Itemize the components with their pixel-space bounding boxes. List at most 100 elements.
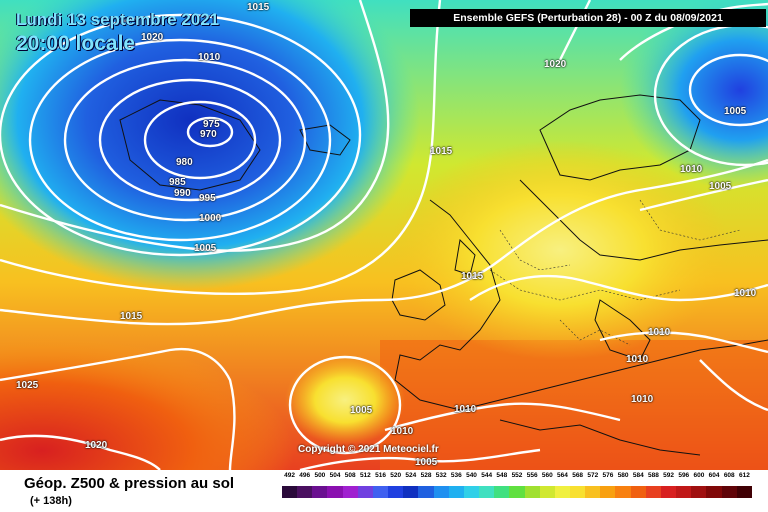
legend-swatch xyxy=(721,486,737,498)
legend-tick: 544 xyxy=(481,472,493,479)
legend-swatch xyxy=(600,486,616,498)
legend-tick: 512 xyxy=(359,472,371,479)
legend-tick-labels: 492 496 500 504 508 512 516 520 524 528 532 536 540 5… xyxy=(282,472,752,484)
legend-tick: 584 xyxy=(632,472,644,479)
high-pressure-europe xyxy=(390,140,730,360)
legend-swatch xyxy=(585,486,601,498)
legend-tick: 516 xyxy=(375,472,386,479)
legend-tick: 548 xyxy=(496,472,508,479)
legend-swatch xyxy=(494,486,510,498)
isobar-label: 970 xyxy=(200,129,217,140)
legend-swatch xyxy=(554,486,570,498)
legend-swatch xyxy=(372,486,389,498)
weather-map: 1015 1020 1010 975 970 980 985 990 995 1… xyxy=(0,0,768,470)
isobar-label: 1020 xyxy=(85,440,108,451)
legend-swatch xyxy=(539,486,555,498)
legend-swatch xyxy=(297,486,313,498)
isobar-label: 980 xyxy=(176,157,193,168)
legend-tick: 496 xyxy=(299,472,311,479)
legend-tick: 600 xyxy=(693,472,705,479)
coastlines xyxy=(119,94,768,456)
isobar-label: 1005 xyxy=(194,243,217,254)
legend-swatch xyxy=(357,486,373,498)
legend-swatch xyxy=(403,486,419,498)
isobar-label: 1005 xyxy=(709,181,732,192)
legend-tick: 576 xyxy=(602,472,614,479)
isobar-label: 975 xyxy=(203,119,220,130)
legend-swatch xyxy=(524,486,540,498)
isobar-label: 995 xyxy=(199,193,216,204)
legend-tick: 572 xyxy=(587,472,599,479)
isobar-label: 1015 xyxy=(430,146,453,157)
legend-tick: 564 xyxy=(557,472,568,479)
isobar-label: 1000 xyxy=(199,213,222,224)
legend-tick: 608 xyxy=(723,472,735,479)
legend-tick: 540 xyxy=(466,472,477,479)
legend-tick: 612 xyxy=(738,472,750,479)
isobar-label: 1015 xyxy=(120,311,143,322)
legend-swatch xyxy=(282,486,298,498)
legend-tick: 508 xyxy=(344,472,356,479)
legend-swatch xyxy=(615,486,631,498)
map-caption: Géop. Z500 & pression au sol xyxy=(24,475,235,492)
legend-tick: 532 xyxy=(435,472,447,479)
legend-tick: 588 xyxy=(648,472,659,479)
legend-swatch xyxy=(418,486,434,498)
footer: Géop. Z500 & pression au sol (+ 138h) 49… xyxy=(0,470,768,512)
isobar-label: 1005 xyxy=(724,106,747,117)
isobar-label: 1010 xyxy=(391,426,414,437)
forecast-time: 20:00 locale xyxy=(16,32,136,55)
isobar-label: 1010 xyxy=(626,354,649,365)
isobar-label: 1005 xyxy=(350,405,373,416)
legend-swatch xyxy=(676,486,692,498)
legend-tick: 492 xyxy=(284,472,296,479)
isobar-label: 1010 xyxy=(454,404,477,415)
legend-tick: 568 xyxy=(572,472,584,479)
isobar-label: 1025 xyxy=(16,380,39,391)
legend-swatch xyxy=(630,486,646,498)
legend-tick: 580 xyxy=(617,472,629,479)
isobar-label: 1015 xyxy=(461,271,484,282)
legend-swatch xyxy=(388,486,404,498)
legend-tick: 528 xyxy=(420,472,432,479)
legend-tick: 524 xyxy=(405,472,417,479)
color-scale-legend: 492 496 500 504 508 512 516 520 524 528 532 536 540 5… xyxy=(282,472,752,508)
legend-tick: 604 xyxy=(708,472,720,479)
legend-swatch xyxy=(509,486,525,498)
isobar-label: 990 xyxy=(174,188,191,199)
legend-swatch xyxy=(569,486,586,498)
isobar-label: 985 xyxy=(169,177,186,188)
isobar-label: 1010 xyxy=(631,394,654,405)
isobars xyxy=(384,359,768,432)
isobar-label: 1020 xyxy=(141,32,164,43)
legend-swatch xyxy=(312,486,328,498)
legend-swatch xyxy=(342,486,358,498)
isobar-label: 1015 xyxy=(247,2,270,13)
isobar-label: 1020 xyxy=(544,59,567,70)
legend-swatch xyxy=(736,486,752,498)
legend-swatch xyxy=(463,486,480,498)
isobar-label: 1010 xyxy=(680,164,703,175)
legend-tick: 556 xyxy=(526,472,538,479)
legend-swatch xyxy=(645,486,661,498)
low-pressure-north-east xyxy=(620,0,768,190)
borders xyxy=(489,199,741,346)
legend-color-bar xyxy=(282,486,752,498)
legend-swatch xyxy=(706,486,722,498)
legend-swatch xyxy=(691,486,707,498)
legend-swatch xyxy=(479,486,495,498)
legend-swatch xyxy=(448,486,464,498)
legend-tick: 504 xyxy=(329,472,341,479)
copyright-text: Copyright © 2021 Meteociel.fr xyxy=(298,444,439,455)
isobar-label: 1010 xyxy=(198,52,221,63)
legend-tick: 552 xyxy=(511,472,523,479)
legend-swatch xyxy=(327,486,343,498)
isobar-label: 1010 xyxy=(734,288,757,299)
legend-swatch xyxy=(433,486,449,498)
legend-tick: 536 xyxy=(450,472,462,479)
legend-swatch xyxy=(660,486,677,498)
legend-tick: 596 xyxy=(678,472,690,479)
run-title: Ensemble GEFS (Perturbation 28) - 00 Z d… xyxy=(410,9,766,27)
legend-tick: 592 xyxy=(663,472,675,479)
legend-tick: 500 xyxy=(314,472,326,479)
